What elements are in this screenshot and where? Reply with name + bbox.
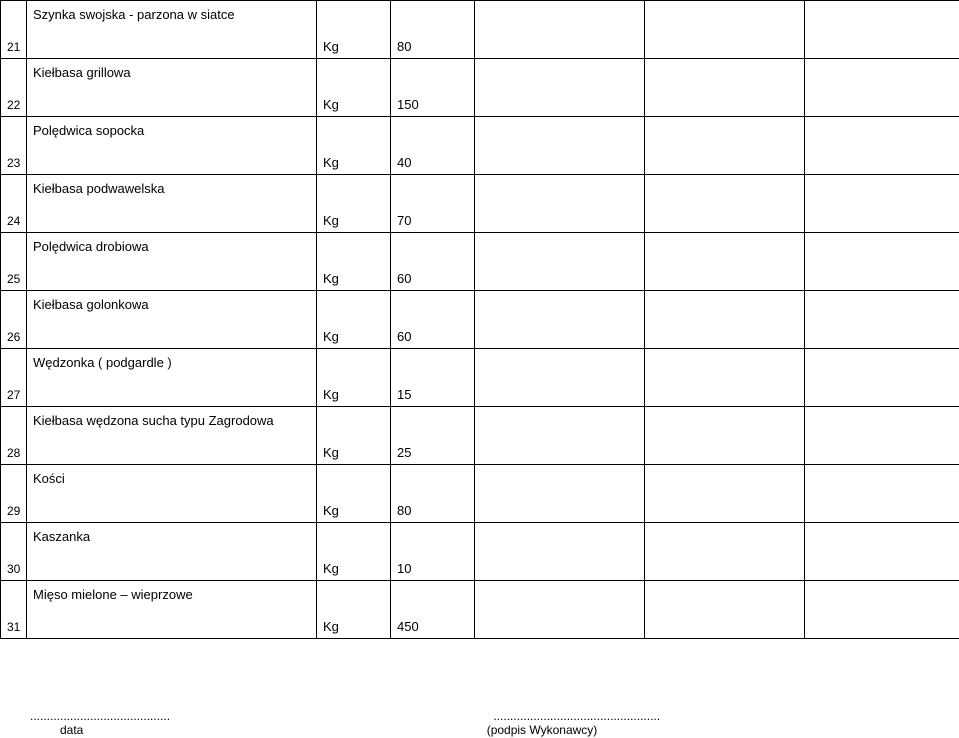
row-index: 30 <box>1 523 27 581</box>
blank-cell <box>645 59 805 117</box>
product-name: Kiełbasa podwawelska <box>27 175 317 233</box>
product-name: Kiełbasa wędzona sucha typu Zagrodowa <box>27 407 317 465</box>
signature-line-right: ........................................… <box>493 709 660 723</box>
unit: Kg <box>317 59 391 117</box>
unit: Kg <box>317 291 391 349</box>
unit: Kg <box>317 175 391 233</box>
blank-cell <box>645 175 805 233</box>
blank-cell <box>805 117 959 175</box>
blank-cell <box>645 465 805 523</box>
blank-cell <box>645 233 805 291</box>
quantity: 10 <box>391 523 475 581</box>
row-index: 21 <box>1 1 27 59</box>
quantity: 60 <box>391 233 475 291</box>
blank-cell <box>805 233 959 291</box>
blank-cell <box>805 407 959 465</box>
table-body: 21 Szynka swojska - parzona w siatce Kg … <box>1 1 959 639</box>
unit: Kg <box>317 523 391 581</box>
row-index: 23 <box>1 117 27 175</box>
blank-cell <box>805 175 959 233</box>
blank-cell <box>645 1 805 59</box>
product-name: Polędwica drobiowa <box>27 233 317 291</box>
row-index: 28 <box>1 407 27 465</box>
table-row: 25 Polędwica drobiowa Kg 60 <box>1 233 959 291</box>
row-index: 27 <box>1 349 27 407</box>
product-name: Kości <box>27 465 317 523</box>
blank-cell <box>475 291 645 349</box>
quantity: 150 <box>391 59 475 117</box>
quantity: 450 <box>391 581 475 639</box>
blank-cell <box>645 523 805 581</box>
row-index: 24 <box>1 175 27 233</box>
quantity: 60 <box>391 291 475 349</box>
quantity: 25 <box>391 407 475 465</box>
blank-cell <box>645 407 805 465</box>
table-row: 26 Kiełbasa golonkowa Kg 60 <box>1 291 959 349</box>
product-name: Mięso mielone – wieprzowe <box>27 581 317 639</box>
row-index: 25 <box>1 233 27 291</box>
table-row: 29 Kości Kg 80 <box>1 465 959 523</box>
table-row: 23 Polędwica sopocka Kg 40 <box>1 117 959 175</box>
table-row: 30 Kaszanka Kg 10 <box>1 523 959 581</box>
blank-cell <box>805 291 959 349</box>
row-index: 29 <box>1 465 27 523</box>
blank-cell <box>475 1 645 59</box>
blank-cell <box>805 465 959 523</box>
unit: Kg <box>317 233 391 291</box>
table-row: 31 Mięso mielone – wieprzowe Kg 450 <box>1 581 959 639</box>
blank-cell <box>475 175 645 233</box>
product-table: 21 Szynka swojska - parzona w siatce Kg … <box>0 0 959 639</box>
blank-cell <box>805 1 959 59</box>
quantity: 40 <box>391 117 475 175</box>
product-name: Kaszanka <box>27 523 317 581</box>
blank-cell <box>475 581 645 639</box>
blank-cell <box>475 59 645 117</box>
table-row: 24 Kiełbasa podwawelska Kg 70 <box>1 175 959 233</box>
unit: Kg <box>317 349 391 407</box>
blank-cell <box>475 523 645 581</box>
quantity: 80 <box>391 1 475 59</box>
blank-cell <box>475 233 645 291</box>
blank-cell <box>805 349 959 407</box>
blank-cell <box>475 407 645 465</box>
product-name: Szynka swojska - parzona w siatce <box>27 1 317 59</box>
blank-cell <box>645 581 805 639</box>
table-row: 21 Szynka swojska - parzona w siatce Kg … <box>1 1 959 59</box>
table-row: 27 Wędzonka ( podgardle ) Kg 15 <box>1 349 959 407</box>
footer: ........................................… <box>0 709 959 738</box>
unit: Kg <box>317 117 391 175</box>
table-row: 28 Kiełbasa wędzona sucha typu Zagrodowa… <box>1 407 959 465</box>
product-name: Kiełbasa golonkowa <box>27 291 317 349</box>
row-index: 26 <box>1 291 27 349</box>
row-index: 22 <box>1 59 27 117</box>
signature-line-left: ........................................… <box>30 709 170 723</box>
quantity: 80 <box>391 465 475 523</box>
table-row: 22 Kiełbasa grillowa Kg 150 <box>1 59 959 117</box>
quantity: 15 <box>391 349 475 407</box>
blank-cell <box>805 523 959 581</box>
blank-cell <box>475 117 645 175</box>
unit: Kg <box>317 407 391 465</box>
blank-cell <box>645 117 805 175</box>
blank-cell <box>475 349 645 407</box>
product-name: Polędwica sopocka <box>27 117 317 175</box>
unit: Kg <box>317 581 391 639</box>
blank-cell <box>805 59 959 117</box>
row-index: 31 <box>1 581 27 639</box>
product-name: Wędzonka ( podgardle ) <box>27 349 317 407</box>
unit: Kg <box>317 465 391 523</box>
blank-cell <box>645 349 805 407</box>
quantity: 70 <box>391 175 475 233</box>
product-name: Kiełbasa grillowa <box>27 59 317 117</box>
blank-cell <box>805 581 959 639</box>
blank-cell <box>645 291 805 349</box>
unit: Kg <box>317 1 391 59</box>
blank-cell <box>475 465 645 523</box>
